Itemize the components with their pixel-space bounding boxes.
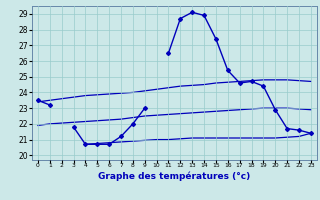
X-axis label: Graphe des températures (°c): Graphe des températures (°c) bbox=[98, 171, 251, 181]
